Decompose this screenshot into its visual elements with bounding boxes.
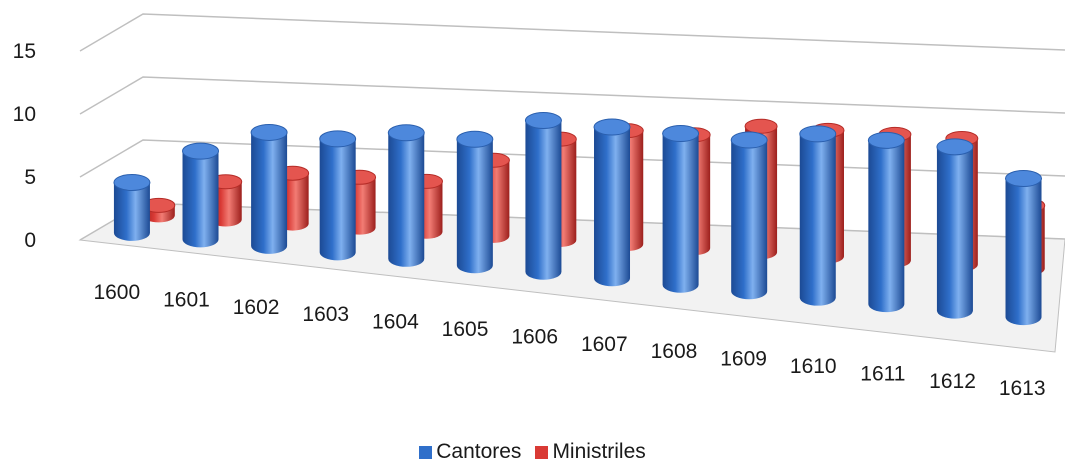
- legend-item-cantores: Cantores: [419, 440, 521, 464]
- x-tick-label-1605: 1605: [442, 318, 489, 341]
- bar-cantores-1603: [319, 130, 357, 261]
- bar-cantores-1606: [524, 112, 562, 280]
- bar-cantores-1602: [250, 123, 288, 254]
- bar-cantores-1601: [182, 142, 220, 248]
- x-tick-label-1610: 1610: [790, 355, 837, 378]
- x-tick-label-1602: 1602: [233, 296, 280, 319]
- bar-cantores-1612: [936, 138, 974, 319]
- gridline-10: [79, 76, 1065, 115]
- gridline-15: [79, 13, 1065, 52]
- x-tick-label-1611: 1611: [860, 362, 905, 385]
- y-tick-label-10: 10: [13, 103, 36, 126]
- bar-cantores-1605: [456, 130, 494, 274]
- legend-item-ministriles: Ministriles: [535, 440, 646, 464]
- legend-label-ministriles: Ministriles: [552, 440, 646, 463]
- x-tick-label-1606: 1606: [511, 325, 558, 348]
- legend-label-cantores: Cantores: [436, 440, 522, 463]
- legend: Cantores Ministriles: [0, 440, 1065, 464]
- bar-cantores-1608: [662, 125, 700, 293]
- bar-cantores-1600: [113, 173, 151, 241]
- legend-swatch-ministriles: [535, 445, 549, 459]
- x-tick-label-1607: 1607: [581, 333, 628, 356]
- x-tick-label-1609: 1609: [720, 348, 767, 371]
- y-tick-label-15: 15: [13, 40, 36, 63]
- bar-cantores-1611: [867, 131, 905, 313]
- bar-cantores-1604: [387, 124, 425, 267]
- bar-cantores-1609: [730, 131, 768, 300]
- x-tick-label-1613: 1613: [999, 377, 1046, 400]
- bar-cantores-1610: [799, 125, 837, 306]
- y-tick-label-0: 0: [24, 229, 36, 252]
- x-tick-label-1600: 1600: [93, 281, 140, 304]
- y-tick-label-5: 5: [24, 166, 36, 189]
- bar-ministriles-1600: [142, 197, 176, 223]
- bar-cantores-1607: [593, 118, 631, 287]
- x-tick-label-1612: 1612: [929, 370, 976, 393]
- x-tick-label-1603: 1603: [302, 303, 349, 326]
- x-tick-label-1604: 1604: [372, 311, 419, 334]
- x-tick-label-1608: 1608: [651, 340, 698, 363]
- x-tick-label-1601: 1601: [163, 288, 210, 311]
- bar-cantores-1613: [1005, 170, 1043, 326]
- legend-swatch-cantores: [419, 445, 433, 459]
